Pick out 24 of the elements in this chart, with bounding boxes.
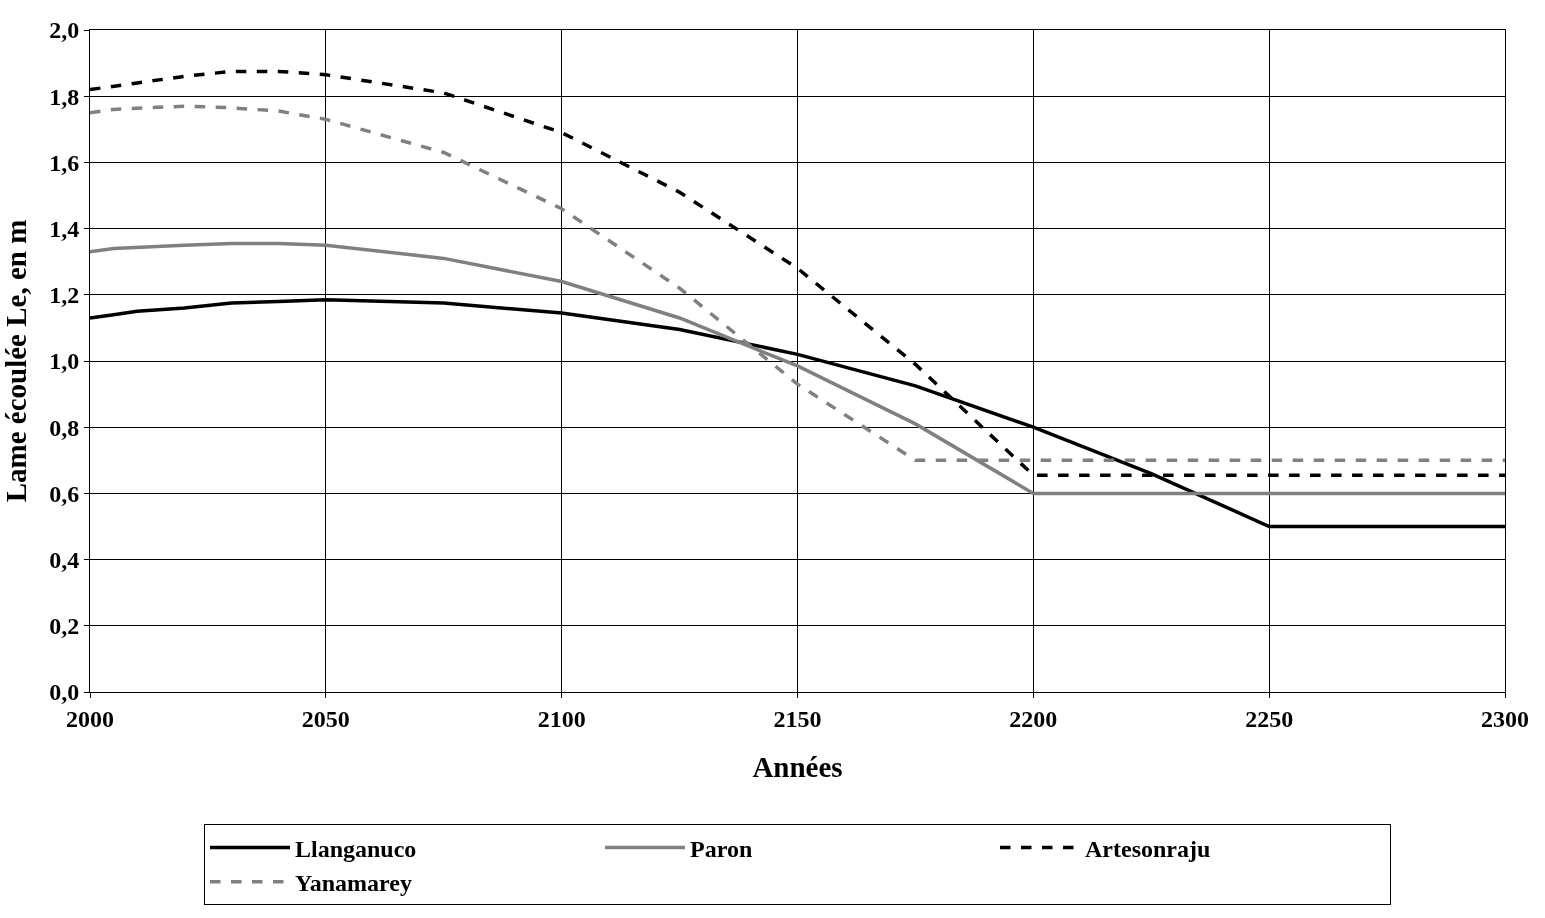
y-tick-label: 0,8	[49, 414, 80, 441]
legend-label: Yanamarey	[295, 870, 412, 897]
y-tick-label: 0,0	[49, 679, 80, 706]
y-tick-label: 1,6	[49, 149, 80, 176]
x-tick-label: 2150	[773, 705, 822, 732]
x-tick-label: 2200	[1009, 705, 1058, 732]
legend-label: Artesonraju	[1085, 835, 1211, 862]
x-tick-label: 2250	[1245, 705, 1294, 732]
x-tick-label: 2000	[66, 705, 114, 732]
legend-label: Llanganuco	[295, 835, 417, 862]
x-axis-title: Années	[752, 750, 843, 783]
y-tick-label: 1,4	[49, 216, 80, 242]
legend-label: Paron	[690, 835, 753, 862]
y-tick-label: 0,4	[49, 547, 80, 573]
y-tick-label: 1,8	[49, 83, 80, 110]
y-axis-title: Lame écoulée Le, en m	[0, 219, 32, 503]
x-tick-label: 2100	[537, 705, 586, 732]
y-tick-label: 1,0	[49, 348, 80, 375]
y-tick-label: 2,0	[49, 17, 80, 44]
y-tick-label: 1,2	[49, 282, 80, 309]
x-tick-label: 2050	[301, 705, 350, 732]
x-tick-label: 2300	[1481, 705, 1529, 732]
y-tick-label: 0,6	[49, 480, 80, 507]
y-tick-label: 0,2	[49, 613, 80, 640]
